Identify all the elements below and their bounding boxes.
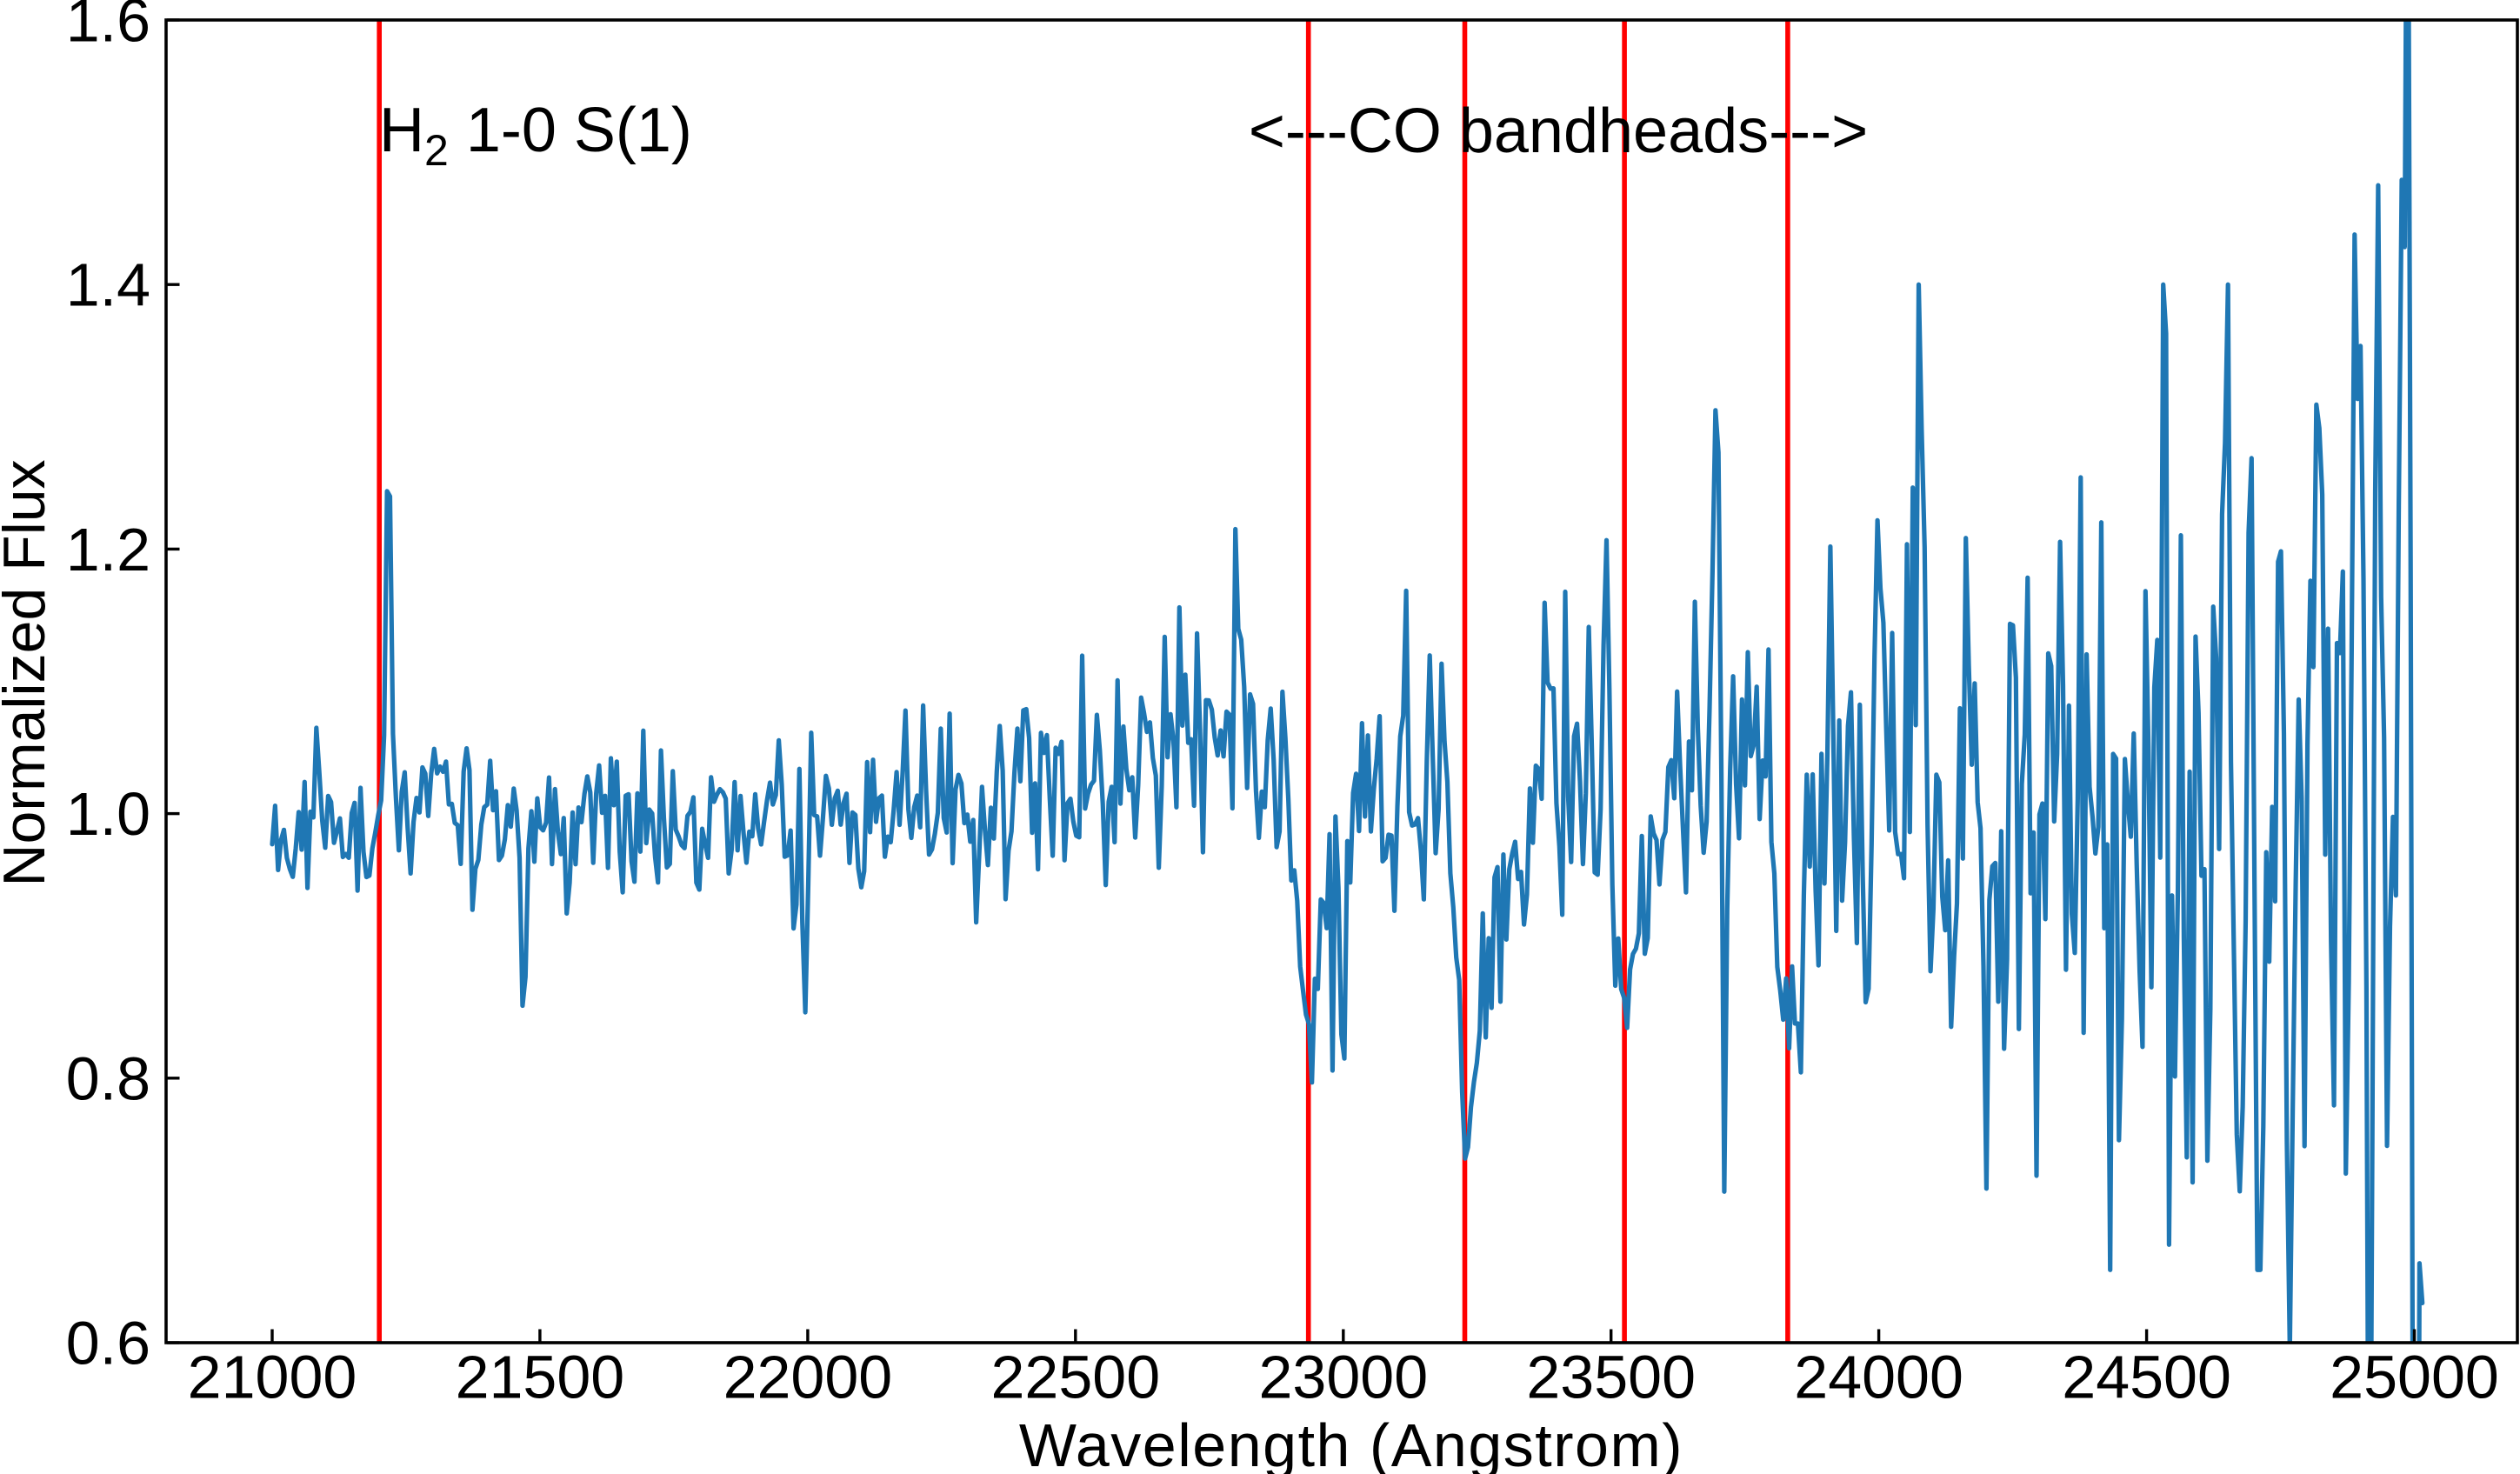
svg-text:21500: 21500 bbox=[456, 1344, 625, 1411]
svg-text:1.4: 1.4 bbox=[66, 251, 150, 319]
svg-text:Wavelength (Angstrom): Wavelength (Angstrom) bbox=[1019, 1411, 1683, 1474]
svg-text:25000: 25000 bbox=[2330, 1344, 2499, 1411]
svg-text:24000: 24000 bbox=[1794, 1344, 1963, 1411]
svg-text:22500: 22500 bbox=[990, 1344, 1160, 1411]
svg-text:24500: 24500 bbox=[2062, 1344, 2231, 1411]
svg-text:1.0: 1.0 bbox=[66, 780, 150, 848]
svg-text:1.2: 1.2 bbox=[66, 516, 150, 584]
svg-text:23000: 23000 bbox=[1258, 1344, 1428, 1411]
svg-text:<---CO bandheads--->: <---CO bandheads---> bbox=[1249, 97, 1868, 166]
svg-text:0.6: 0.6 bbox=[66, 1310, 150, 1377]
svg-text:22000: 22000 bbox=[723, 1344, 893, 1411]
svg-text:0.8: 0.8 bbox=[66, 1044, 150, 1112]
svg-text:Normalized Flux: Normalized Flux bbox=[0, 459, 57, 886]
svg-text:21000: 21000 bbox=[188, 1344, 357, 1411]
svg-text:1.6: 1.6 bbox=[66, 0, 150, 55]
svg-text:23500: 23500 bbox=[1526, 1344, 1696, 1411]
